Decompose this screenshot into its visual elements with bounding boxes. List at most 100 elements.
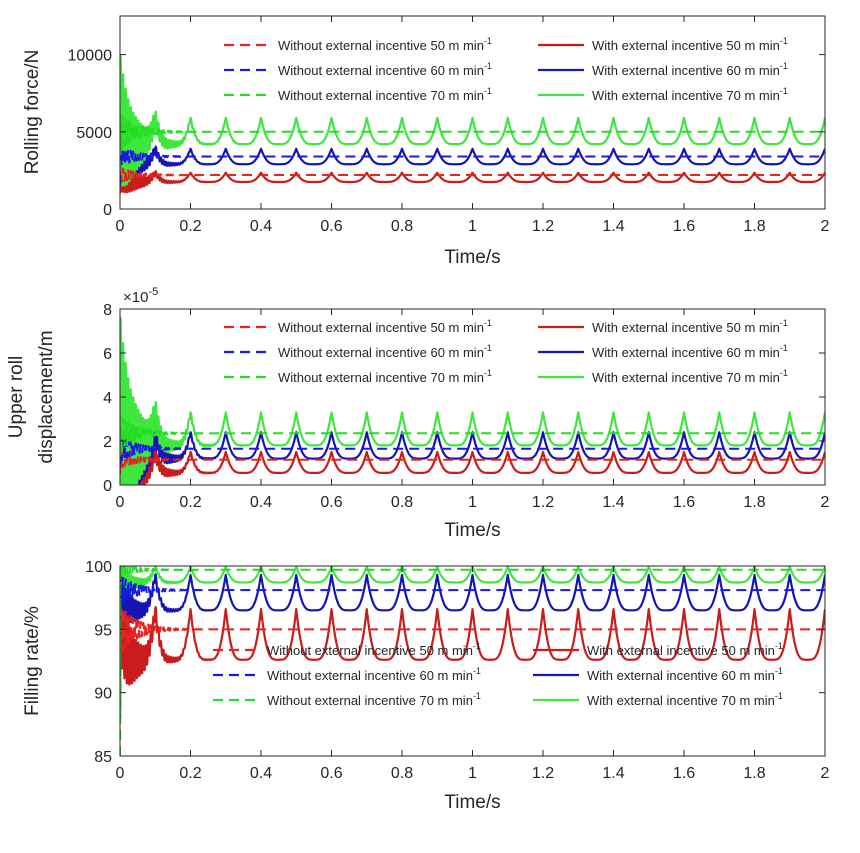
x-tick-label: 0.4 bbox=[250, 494, 272, 511]
legend-entry: Without external incentive 50 m min-1 bbox=[267, 641, 481, 658]
y-tick-label: 10000 bbox=[68, 48, 113, 65]
series-line-5 bbox=[120, 566, 825, 756]
x-tick-label: 1.4 bbox=[602, 218, 624, 235]
y-tick-label: 5000 bbox=[76, 125, 112, 142]
y-tick-label: 2 bbox=[103, 434, 112, 451]
x-tick-label: 0.8 bbox=[391, 765, 413, 782]
x-tick-label: 2 bbox=[821, 218, 830, 235]
x-tick-label: 1 bbox=[468, 765, 477, 782]
legend: Without external incentive 50 m min-1 Wit… bbox=[213, 641, 783, 708]
chart-panel-3: 0 0.2 0.4 0.6 0.8 1 1.2 1.4 1.6 1.8 2 85 90 95 100 Time… bbox=[22, 559, 830, 813]
legend-entry: With external incentive 70 m min-1 bbox=[587, 691, 783, 708]
x-tick-label: 1.8 bbox=[743, 765, 765, 782]
x-tick-label: 0.2 bbox=[179, 765, 201, 782]
legend-entry: With external incentive 70 m min-1 bbox=[592, 368, 788, 385]
axis-exponent: ×10-5 bbox=[123, 286, 158, 306]
x-tick-label: 0 bbox=[116, 218, 125, 235]
x-tick-label: 0.4 bbox=[250, 218, 272, 235]
plot-area bbox=[120, 54, 825, 194]
x-tick-label: 1.8 bbox=[743, 494, 765, 511]
legend-entry: With external incentive 60 m min-1 bbox=[587, 666, 783, 683]
series-line-1 bbox=[120, 450, 825, 475]
legend-entry: With external incentive 50 m min-1 bbox=[592, 318, 788, 335]
legend-entry: With external incentive 50 m min-1 bbox=[592, 36, 788, 53]
legend-entry: Without external incentive 50 m min-1 bbox=[278, 318, 492, 335]
y-tick-label: 0 bbox=[103, 478, 112, 495]
plot-area bbox=[120, 316, 825, 485]
x-tick-label: 0 bbox=[116, 494, 125, 511]
x-tick-label: 0.6 bbox=[320, 494, 342, 511]
y-axis-label: Upper roll bbox=[6, 356, 27, 438]
series-line-6 bbox=[120, 54, 825, 187]
y-axis-label: Filling rate/% bbox=[22, 606, 43, 716]
series-line-3 bbox=[120, 145, 825, 186]
y-axis-label: Rolling force/N bbox=[22, 50, 43, 175]
legend-entry: Without external incentive 60 m min-1 bbox=[278, 343, 492, 360]
x-tick-label: 1 bbox=[468, 494, 477, 511]
legend-entry: With external incentive 50 m min-1 bbox=[587, 641, 783, 658]
x-tick-label: 1.6 bbox=[673, 218, 695, 235]
series-line-4 bbox=[120, 566, 825, 719]
x-tick-label: 1.6 bbox=[673, 765, 695, 782]
legend-entry: Without external incentive 70 m min-1 bbox=[267, 691, 481, 708]
y-tick-label: 90 bbox=[94, 686, 112, 703]
x-axis-label: Time/s bbox=[444, 520, 500, 541]
y-tick-label: 100 bbox=[85, 559, 112, 576]
y-tick-label: 8 bbox=[103, 302, 112, 319]
x-tick-label: 2 bbox=[821, 494, 830, 511]
y-tick-label: 95 bbox=[94, 622, 112, 639]
series-line-1 bbox=[120, 166, 825, 194]
axes-box bbox=[119, 308, 826, 486]
x-tick-label: 0.8 bbox=[391, 494, 413, 511]
y-tick-label: 4 bbox=[103, 390, 112, 407]
y-tick-label: 0 bbox=[103, 202, 112, 219]
x-tick-label: 0.8 bbox=[391, 218, 413, 235]
x-tick-label: 0 bbox=[116, 765, 125, 782]
legend: Without external incentive 50 m min-1 Wit… bbox=[224, 318, 788, 385]
x-tick-label: 1 bbox=[468, 218, 477, 235]
x-tick-label: 0.4 bbox=[250, 765, 272, 782]
legend-entry: Without external incentive 50 m min-1 bbox=[278, 36, 492, 53]
series-line-2 bbox=[120, 155, 825, 194]
x-tick-label: 1.2 bbox=[532, 494, 554, 511]
x-axis-label: Time/s bbox=[444, 247, 500, 268]
legend-entry: Without external incentive 70 m min-1 bbox=[278, 86, 492, 103]
axes-box bbox=[119, 565, 826, 757]
x-tick-label: 0.6 bbox=[320, 218, 342, 235]
series-line-2 bbox=[120, 399, 825, 485]
x-tick-label: 0.2 bbox=[179, 218, 201, 235]
x-tick-label: 1.6 bbox=[673, 494, 695, 511]
y-axis-label-line2: displacement/m bbox=[36, 330, 57, 463]
x-tick-label: 1.4 bbox=[602, 765, 624, 782]
x-tick-label: 0.6 bbox=[320, 765, 342, 782]
series-line-3 bbox=[120, 435, 825, 466]
legend-entry: With external incentive 70 m min-1 bbox=[592, 86, 788, 103]
x-tick-label: 0.2 bbox=[179, 494, 201, 511]
x-tick-label: 1.2 bbox=[532, 765, 554, 782]
x-tick-label: 2 bbox=[821, 765, 830, 782]
x-axis-label: Time/s bbox=[444, 792, 500, 813]
series-line-2 bbox=[120, 566, 825, 719]
series-line-5 bbox=[120, 113, 825, 171]
series-line-5 bbox=[120, 416, 825, 457]
x-tick-label: 1.8 bbox=[743, 218, 765, 235]
chart-panel-2: 0 0.2 0.4 0.6 0.8 1 1.2 1.4 1.6 1.8 2 0 2 4 6 8 Time/s Up… bbox=[6, 286, 830, 541]
legend-entry: With external incentive 60 m min-1 bbox=[592, 61, 788, 78]
y-tick-label: 85 bbox=[94, 749, 112, 766]
legend-entry: Without external incentive 60 m min-1 bbox=[278, 61, 492, 78]
chart-panel-1: 0 0.2 0.4 0.6 0.8 1 1.2 1.4 1.6 1.8 2 0 5000 10000 Tim… bbox=[22, 15, 830, 268]
legend-entry: Without external incentive 70 m min-1 bbox=[278, 368, 492, 385]
plot-area bbox=[120, 566, 825, 756]
series-line-4 bbox=[120, 123, 825, 181]
series-line-6 bbox=[120, 316, 825, 485]
x-tick-label: 1.4 bbox=[602, 494, 624, 511]
legend-entry: With external incentive 60 m min-1 bbox=[592, 343, 788, 360]
y-tick-label: 6 bbox=[103, 346, 112, 363]
legend-entry: Without external incentive 60 m min-1 bbox=[267, 666, 481, 683]
series-line-3 bbox=[120, 575, 825, 756]
x-tick-label: 1.2 bbox=[532, 218, 554, 235]
series-line-4 bbox=[120, 362, 825, 485]
legend: Without external incentive 50 m min-1 Wit… bbox=[224, 36, 788, 103]
series-line-1 bbox=[120, 604, 825, 756]
